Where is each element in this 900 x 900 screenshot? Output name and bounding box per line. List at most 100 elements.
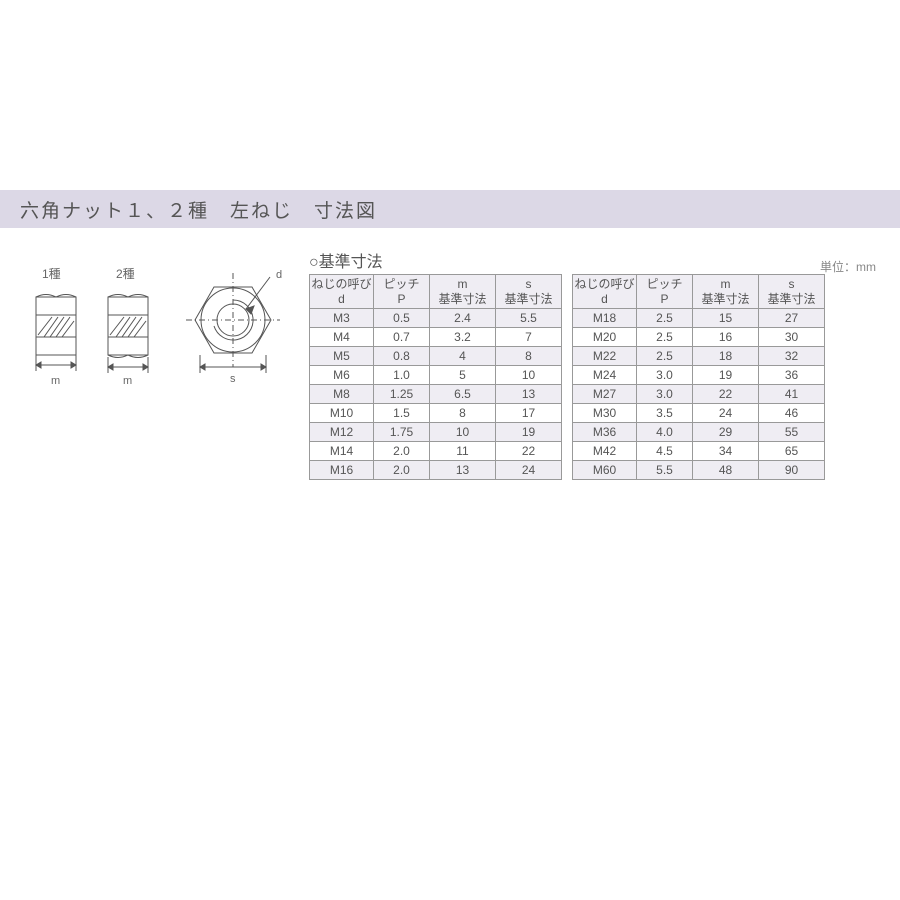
cell-d: M4 <box>310 328 374 347</box>
cell-p: 1.25 <box>374 385 430 404</box>
cell-m: 10 <box>430 423 496 442</box>
cell-p: 3.0 <box>637 385 693 404</box>
cell-m: 15 <box>693 309 759 328</box>
cell-s: 19 <box>496 423 562 442</box>
cell-d: M60 <box>573 461 637 480</box>
table-row: M424.53465 <box>573 442 825 461</box>
table-row: M303.52446 <box>573 404 825 423</box>
cell-p: 2.5 <box>637 328 693 347</box>
dim-label-d: d <box>276 269 282 281</box>
spec-tables: ねじの呼びd ピッチP m基準寸法 s基準寸法 M30.52.45.5M40.7… <box>309 274 825 480</box>
cell-d: M18 <box>573 309 637 328</box>
cell-s: 7 <box>496 328 562 347</box>
dim-label-m1: m <box>51 375 60 387</box>
cell-d: M27 <box>573 385 637 404</box>
cell-s: 10 <box>496 366 562 385</box>
cell-m: 11 <box>430 442 496 461</box>
col-header-p: ピッチP <box>637 275 693 309</box>
cell-s: 5.5 <box>496 309 562 328</box>
cell-p: 0.7 <box>374 328 430 347</box>
table-row: M101.5817 <box>310 404 562 423</box>
col-header-p: ピッチP <box>374 275 430 309</box>
cell-p: 1.75 <box>374 423 430 442</box>
diagram-label-1: 1種 <box>42 265 61 282</box>
cell-m: 48 <box>693 461 759 480</box>
cell-m: 22 <box>693 385 759 404</box>
cell-p: 4.0 <box>637 423 693 442</box>
cell-m: 13 <box>430 461 496 480</box>
cell-s: 17 <box>496 404 562 423</box>
table-row: M81.256.513 <box>310 385 562 404</box>
table-row: M40.73.27 <box>310 328 562 347</box>
cell-p: 2.5 <box>637 309 693 328</box>
col-header-m: m基準寸法 <box>430 275 496 309</box>
dim-label-s: s <box>230 373 236 385</box>
diagram-area: 1種 2種 m <box>18 265 298 445</box>
cell-s: 55 <box>759 423 825 442</box>
cell-s: 8 <box>496 347 562 366</box>
cell-m: 18 <box>693 347 759 366</box>
page-title: 六角ナット１、２種 左ねじ 寸法図 <box>20 196 377 223</box>
cell-d: M16 <box>310 461 374 480</box>
cell-m: 8 <box>430 404 496 423</box>
table-row: M273.02241 <box>573 385 825 404</box>
cell-d: M3 <box>310 309 374 328</box>
cell-d: M30 <box>573 404 637 423</box>
cell-m: 6.5 <box>430 385 496 404</box>
dim-label-m2: m <box>123 375 132 387</box>
diagram-label-2: 2種 <box>116 265 135 282</box>
table-row: M182.51527 <box>573 309 825 328</box>
cell-d: M8 <box>310 385 374 404</box>
table-row: M50.848 <box>310 347 562 366</box>
cell-s: 13 <box>496 385 562 404</box>
table-row: M605.54890 <box>573 461 825 480</box>
cell-m: 5 <box>430 366 496 385</box>
th-d-line2: d <box>338 292 345 306</box>
cell-s: 65 <box>759 442 825 461</box>
col-header-s: s基準寸法 <box>496 275 562 309</box>
cell-d: M42 <box>573 442 637 461</box>
cell-p: 1.0 <box>374 366 430 385</box>
col-header-m: m基準寸法 <box>693 275 759 309</box>
table-row: M162.01324 <box>310 461 562 480</box>
table-row: M121.751019 <box>310 423 562 442</box>
table-row: M61.0510 <box>310 366 562 385</box>
table-row: M364.02955 <box>573 423 825 442</box>
unit-label: 単位：mm <box>820 258 876 275</box>
cell-m: 19 <box>693 366 759 385</box>
title-bar: 六角ナット１、２種 左ねじ 寸法図 <box>0 190 900 228</box>
cell-p: 3.0 <box>637 366 693 385</box>
cell-p: 0.8 <box>374 347 430 366</box>
cell-s: 46 <box>759 404 825 423</box>
th-d-line1: ねじの呼び <box>311 277 371 291</box>
cell-m: 3.2 <box>430 328 496 347</box>
nut-top-view-icon <box>178 265 298 395</box>
cell-p: 2.0 <box>374 442 430 461</box>
cell-m: 29 <box>693 423 759 442</box>
cell-p: 4.5 <box>637 442 693 461</box>
cell-s: 32 <box>759 347 825 366</box>
cell-d: M14 <box>310 442 374 461</box>
cell-p: 2.5 <box>637 347 693 366</box>
table-row: M202.51630 <box>573 328 825 347</box>
table-row: M142.01122 <box>310 442 562 461</box>
cell-s: 27 <box>759 309 825 328</box>
cell-s: 24 <box>496 461 562 480</box>
cell-s: 22 <box>496 442 562 461</box>
cell-d: M6 <box>310 366 374 385</box>
table-row: M30.52.45.5 <box>310 309 562 328</box>
cell-s: 30 <box>759 328 825 347</box>
spec-table-left: ねじの呼びd ピッチP m基準寸法 s基準寸法 M30.52.45.5M40.7… <box>309 274 562 480</box>
cell-d: M10 <box>310 404 374 423</box>
cell-p: 5.5 <box>637 461 693 480</box>
cell-s: 36 <box>759 366 825 385</box>
cell-s: 41 <box>759 385 825 404</box>
cell-m: 4 <box>430 347 496 366</box>
col-header-s: s基準寸法 <box>759 275 825 309</box>
cell-d: M22 <box>573 347 637 366</box>
cell-p: 0.5 <box>374 309 430 328</box>
cell-d: M24 <box>573 366 637 385</box>
cell-d: M36 <box>573 423 637 442</box>
cell-s: 90 <box>759 461 825 480</box>
cell-p: 2.0 <box>374 461 430 480</box>
